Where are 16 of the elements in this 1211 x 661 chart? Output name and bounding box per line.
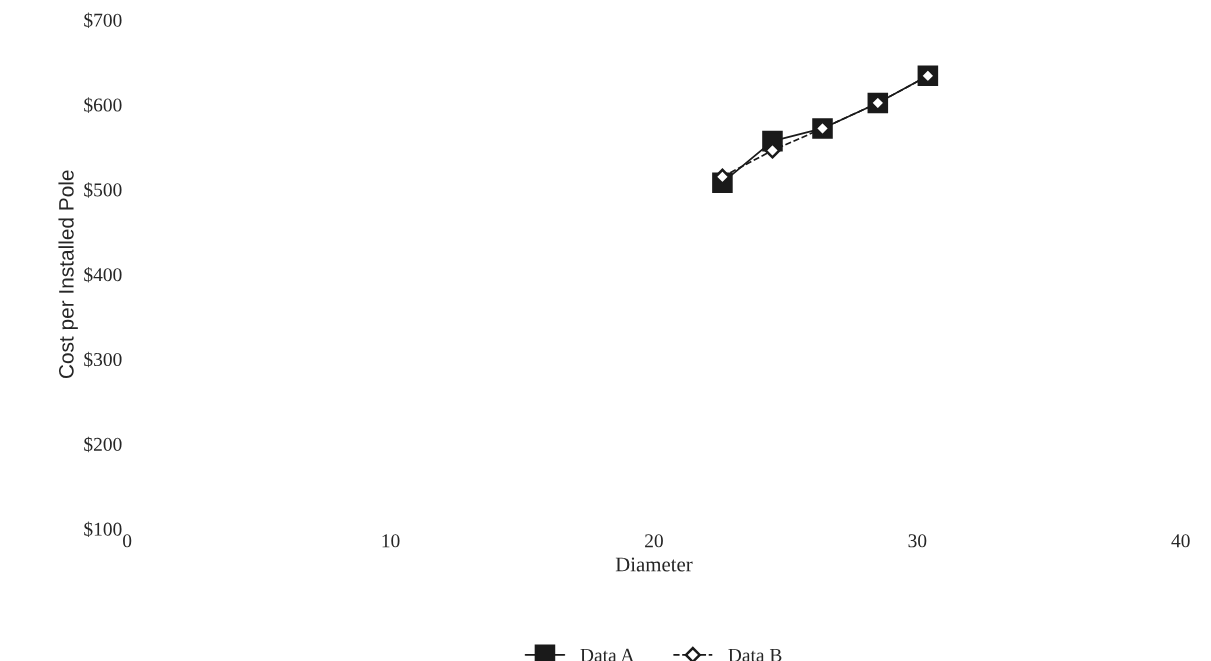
legend-label: Data A bbox=[580, 648, 635, 661]
y-tick-label: $300 bbox=[84, 351, 122, 368]
y-axis-title: Cost per Installed Pole bbox=[58, 170, 78, 379]
x-axis-title: Diameter bbox=[615, 557, 693, 572]
x-tick-label: 20 bbox=[645, 534, 663, 548]
x-tick-label: 0 bbox=[123, 534, 132, 548]
y-tick-label: $400 bbox=[84, 266, 122, 283]
y-tick-label: $500 bbox=[84, 182, 122, 198]
legend-label: Data B bbox=[728, 648, 782, 661]
x-tick-label: 10 bbox=[382, 534, 400, 548]
y-tick-label: $100 bbox=[84, 521, 122, 538]
x-tick-label: 40 bbox=[1171, 534, 1190, 548]
y-tick-label: $200 bbox=[84, 436, 122, 453]
x-tick-label: 30 bbox=[908, 534, 927, 548]
y-tick-label: $700 bbox=[84, 12, 122, 29]
y-tick-label: $600 bbox=[84, 97, 122, 113]
